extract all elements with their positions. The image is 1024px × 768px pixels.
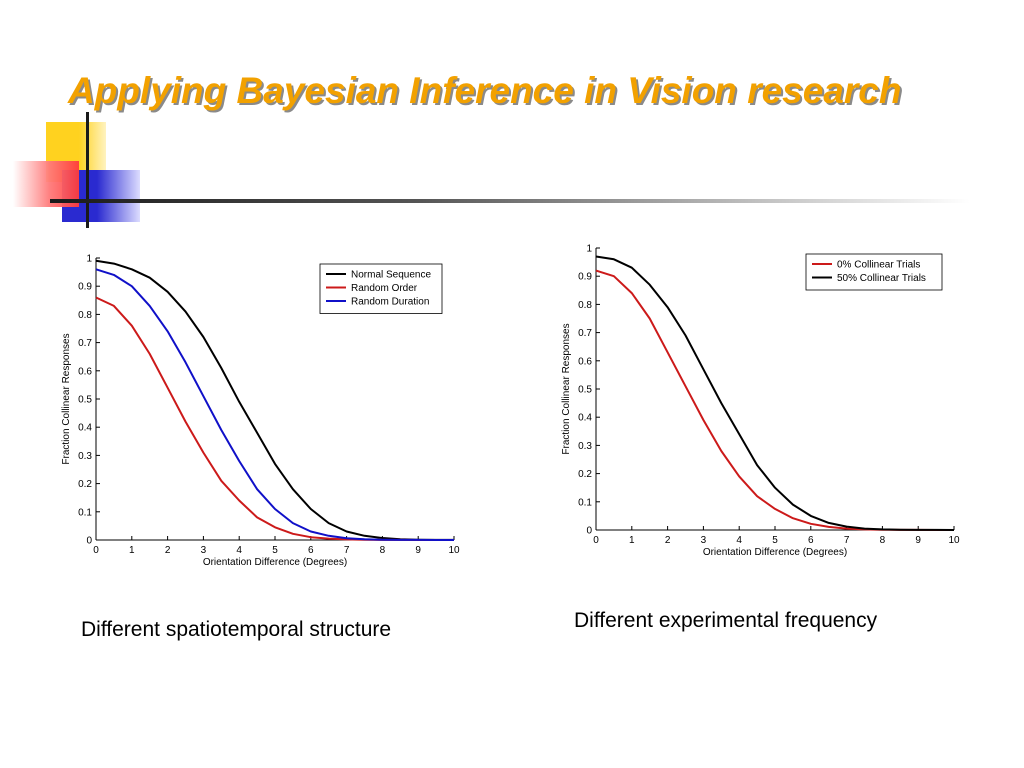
x-tick-label: 1: [129, 545, 135, 556]
chart-experimental-frequency: 0 1 2 3 4 5 6 7 8 9 10 0 0.1 0.2 0.3 0.4 0.5 0.6 0.7 0.8 0.9…: [561, 244, 960, 559]
x-tick-label: 9: [415, 545, 421, 556]
legend-box: [805, 253, 943, 291]
legend-label: Random Order: [351, 283, 418, 294]
x-tick-label: 10: [448, 545, 460, 556]
slide-title: Applying Bayesian Inference in Vision re…: [68, 70, 902, 111]
y-tick-label: 0.3: [78, 451, 92, 462]
legend-label: 50% Collinear Trials: [837, 273, 926, 284]
y-tick-label: 0.9: [78, 282, 92, 293]
series-line-1: [95, 296, 454, 541]
y-tick-label: 1: [86, 254, 92, 265]
legend-label: 0% Collinear Trials: [837, 260, 920, 271]
y-tick-label: 0.2: [78, 479, 92, 490]
y-tick-label: 1: [586, 244, 592, 255]
x-tick-label: 4: [236, 545, 242, 556]
y-tick-label: 0.4: [578, 413, 592, 424]
y-tick-label: 0.7: [578, 328, 592, 339]
y-tick-label: 0: [86, 536, 92, 547]
y-tick-label: 0: [586, 526, 592, 537]
y-tick-label: 0.6: [578, 356, 592, 367]
x-tick-label: 10: [948, 535, 960, 546]
legend-label: Random Duration: [351, 297, 429, 308]
title-underline: [50, 199, 970, 203]
y-tick-label: 0.6: [78, 366, 92, 377]
y-axis-label: Fraction Collinear Responses: [561, 323, 572, 454]
y-tick-label: 0.1: [578, 497, 592, 508]
x-tick-label: 4: [736, 535, 742, 546]
x-tick-label: 3: [201, 545, 207, 556]
y-tick-label: 0.2: [578, 469, 592, 480]
x-axis-label: Orientation Difference (Degrees): [203, 557, 347, 568]
y-axis-label: Fraction Collinear Responses: [61, 333, 72, 464]
x-tick-label: 6: [808, 535, 814, 546]
x-tick-label: 5: [272, 545, 278, 556]
series-line-0: [95, 259, 454, 541]
y-tick-label: 0.5: [578, 385, 592, 396]
x-tick-label: 9: [915, 535, 921, 546]
x-tick-label: 7: [344, 545, 350, 556]
x-tick-label: 0: [93, 545, 99, 556]
x-tick-label: 7: [844, 535, 850, 546]
legend-label: Normal Sequence: [351, 270, 431, 281]
x-tick-label: 8: [880, 535, 886, 546]
y-tick-label: 0.7: [78, 338, 92, 349]
x-tick-label: 0: [593, 535, 599, 546]
series-line-0: [595, 269, 954, 531]
x-tick-label: 8: [380, 545, 386, 556]
decor-vertical-line: [86, 112, 89, 228]
chart-spatiotemporal: 0 1 2 3 4 5 6 7 8 9 10 0 0.1 0.2 0.3 0.4 0.5 0.6 0.7 0.8 0.9…: [61, 254, 460, 569]
x-tick-label: 2: [665, 535, 671, 546]
series-line-1: [595, 255, 955, 531]
x-axis-label: Orientation Difference (Degrees): [703, 547, 847, 558]
y-tick-label: 0.8: [578, 300, 592, 311]
caption-right: Different experimental frequency: [574, 609, 878, 632]
y-tick-label: 0.8: [78, 310, 92, 321]
y-tick-label: 0.5: [78, 395, 92, 406]
x-tick-label: 5: [772, 535, 778, 546]
x-tick-label: 3: [701, 535, 707, 546]
series-line-2: [95, 268, 454, 541]
caption-left: Different spatiotemporal structure: [81, 618, 392, 641]
x-tick-label: 2: [165, 545, 171, 556]
x-tick-label: 6: [308, 545, 314, 556]
y-tick-label: 0.1: [78, 507, 92, 518]
legend-box: [319, 263, 443, 314]
y-tick-label: 0.4: [78, 423, 92, 434]
x-tick-label: 1: [629, 535, 635, 546]
y-tick-label: 0.9: [578, 272, 592, 283]
y-tick-label: 0.3: [578, 441, 592, 452]
